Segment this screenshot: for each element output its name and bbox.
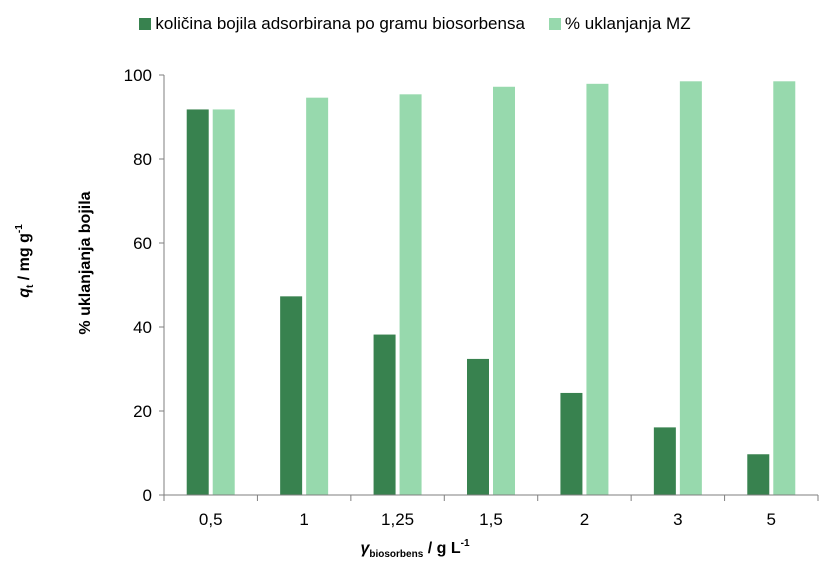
y-tick-label-3: 60: [133, 234, 152, 253]
x-tick-label-2: 1,25: [381, 510, 414, 529]
legend-label-series1: količina bojila adsorbirana po gramu bio…: [155, 14, 525, 33]
x-tick-label-1: 1: [299, 510, 308, 529]
y-axis-label-percent: % uklanjanja bojila: [77, 163, 99, 363]
bar-series1-4: [560, 392, 583, 495]
x-tick-label-5: 3: [673, 510, 682, 529]
bar-series2-1: [306, 97, 329, 496]
y-tick-label-5: 100: [124, 66, 152, 85]
bar-series2-3: [493, 86, 515, 495]
x-symbol: γ: [360, 540, 370, 557]
x-unit: / g L: [427, 540, 461, 557]
y-tick-label-2: 40: [133, 318, 152, 337]
legend-swatch-series2: [548, 18, 561, 30]
x-tick-label-4: 2: [580, 510, 589, 529]
bar-series1-6: [747, 454, 770, 495]
legend-item-series2: % uklanjanja MZ: [548, 14, 691, 34]
y2-text: % uklanjanja bojila: [77, 191, 94, 335]
bar-series1-1: [280, 296, 303, 495]
x-tick-label-3: 1,5: [479, 510, 503, 529]
bar-series1-0: [186, 109, 209, 495]
bar-series2-6: [773, 81, 796, 496]
legend: količina bojila adsorbirana po gramu bio…: [0, 14, 830, 34]
bar-series2-5: [679, 81, 702, 496]
x-tick-label-0: 0,5: [199, 510, 223, 529]
x-superscript: -1: [460, 538, 470, 549]
bar-series1-3: [467, 358, 489, 495]
y-tick-label-4: 80: [133, 150, 152, 169]
bar-series1-2: [373, 334, 396, 495]
y-tick-label-1: 20: [133, 402, 152, 421]
y-tick-label-0: 0: [143, 486, 152, 505]
y-axis-label-qt: qt / mg g-1: [14, 186, 36, 336]
bar-series2-4: [586, 83, 609, 495]
legend-item-series1: količina bojila adsorbirana po gramu bio…: [139, 14, 525, 34]
y1-symbol: q: [16, 288, 33, 298]
y1-unit: / mg g: [16, 233, 33, 281]
x-axis-label: γbiosorbens / g L-1: [0, 538, 830, 560]
legend-label-series2: % uklanjanja MZ: [564, 14, 691, 33]
bar-series2-2: [399, 94, 422, 495]
legend-swatch-series1: [139, 18, 152, 30]
y1-subscript: t: [25, 284, 36, 289]
x-tick-label-6: 5: [767, 510, 776, 529]
x-subscript: biosorbens: [369, 549, 424, 560]
bar-series2-0: [212, 109, 235, 495]
y1-superscript: -1: [14, 224, 25, 234]
bar-series1-5: [653, 427, 676, 495]
